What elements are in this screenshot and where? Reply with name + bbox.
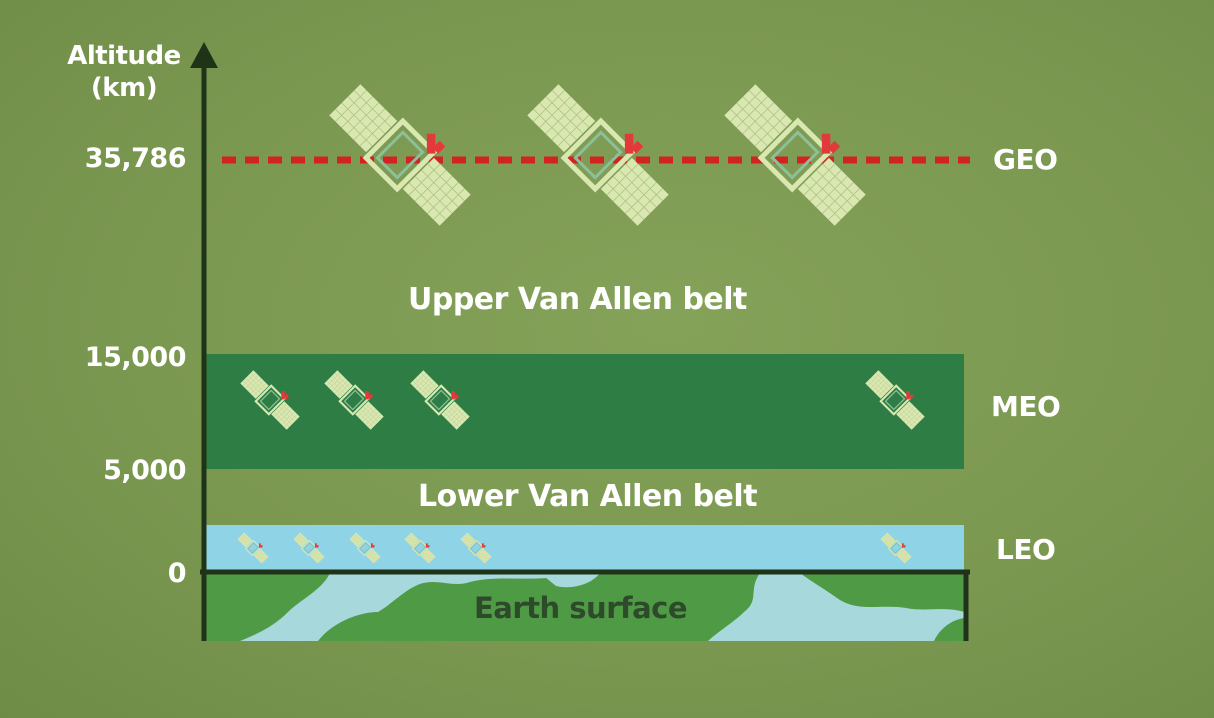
meo-label: MEO	[991, 390, 1061, 423]
axis-arrow-icon	[190, 42, 218, 68]
meo-satellite-icon	[324, 370, 384, 430]
axis-title: Altitude (km)	[60, 40, 188, 104]
meo-satellite-icon	[240, 370, 300, 430]
upper-belt-label: Upper Van Allen belt	[408, 282, 747, 317]
leo-satellite-icon	[460, 532, 492, 564]
lower-belt-label: Lower Van Allen belt	[418, 479, 758, 514]
satellites	[237, 84, 925, 564]
leo-label: LEO	[996, 533, 1056, 566]
axis-title-line2: (km)	[90, 73, 158, 103]
earth-surface-label: Earth surface	[474, 591, 688, 625]
tick-label-geo: 35,786	[84, 143, 187, 174]
axis-title-line1: Altitude	[67, 41, 181, 71]
tick-label-5000: 5,000	[103, 455, 186, 486]
earth-surface	[206, 573, 964, 641]
leo-satellite-icon	[880, 532, 912, 564]
geo-satellite-icon	[724, 84, 866, 226]
meo-band	[206, 354, 964, 469]
tick-label-15000: 15,000	[84, 342, 187, 373]
meo-satellite-icon	[865, 370, 925, 430]
geo-satellite-icon	[527, 84, 669, 226]
leo-satellite-icon	[237, 532, 269, 564]
tick-label-0: 0	[167, 558, 187, 589]
meo-satellite-icon	[410, 370, 470, 430]
leo-satellite-icon	[404, 532, 436, 564]
leo-satellite-icon	[349, 532, 381, 564]
leo-band	[206, 525, 964, 572]
geo-label: GEO	[993, 143, 1058, 176]
geo-satellite-icon	[329, 84, 471, 226]
leo-satellite-icon	[293, 532, 325, 564]
